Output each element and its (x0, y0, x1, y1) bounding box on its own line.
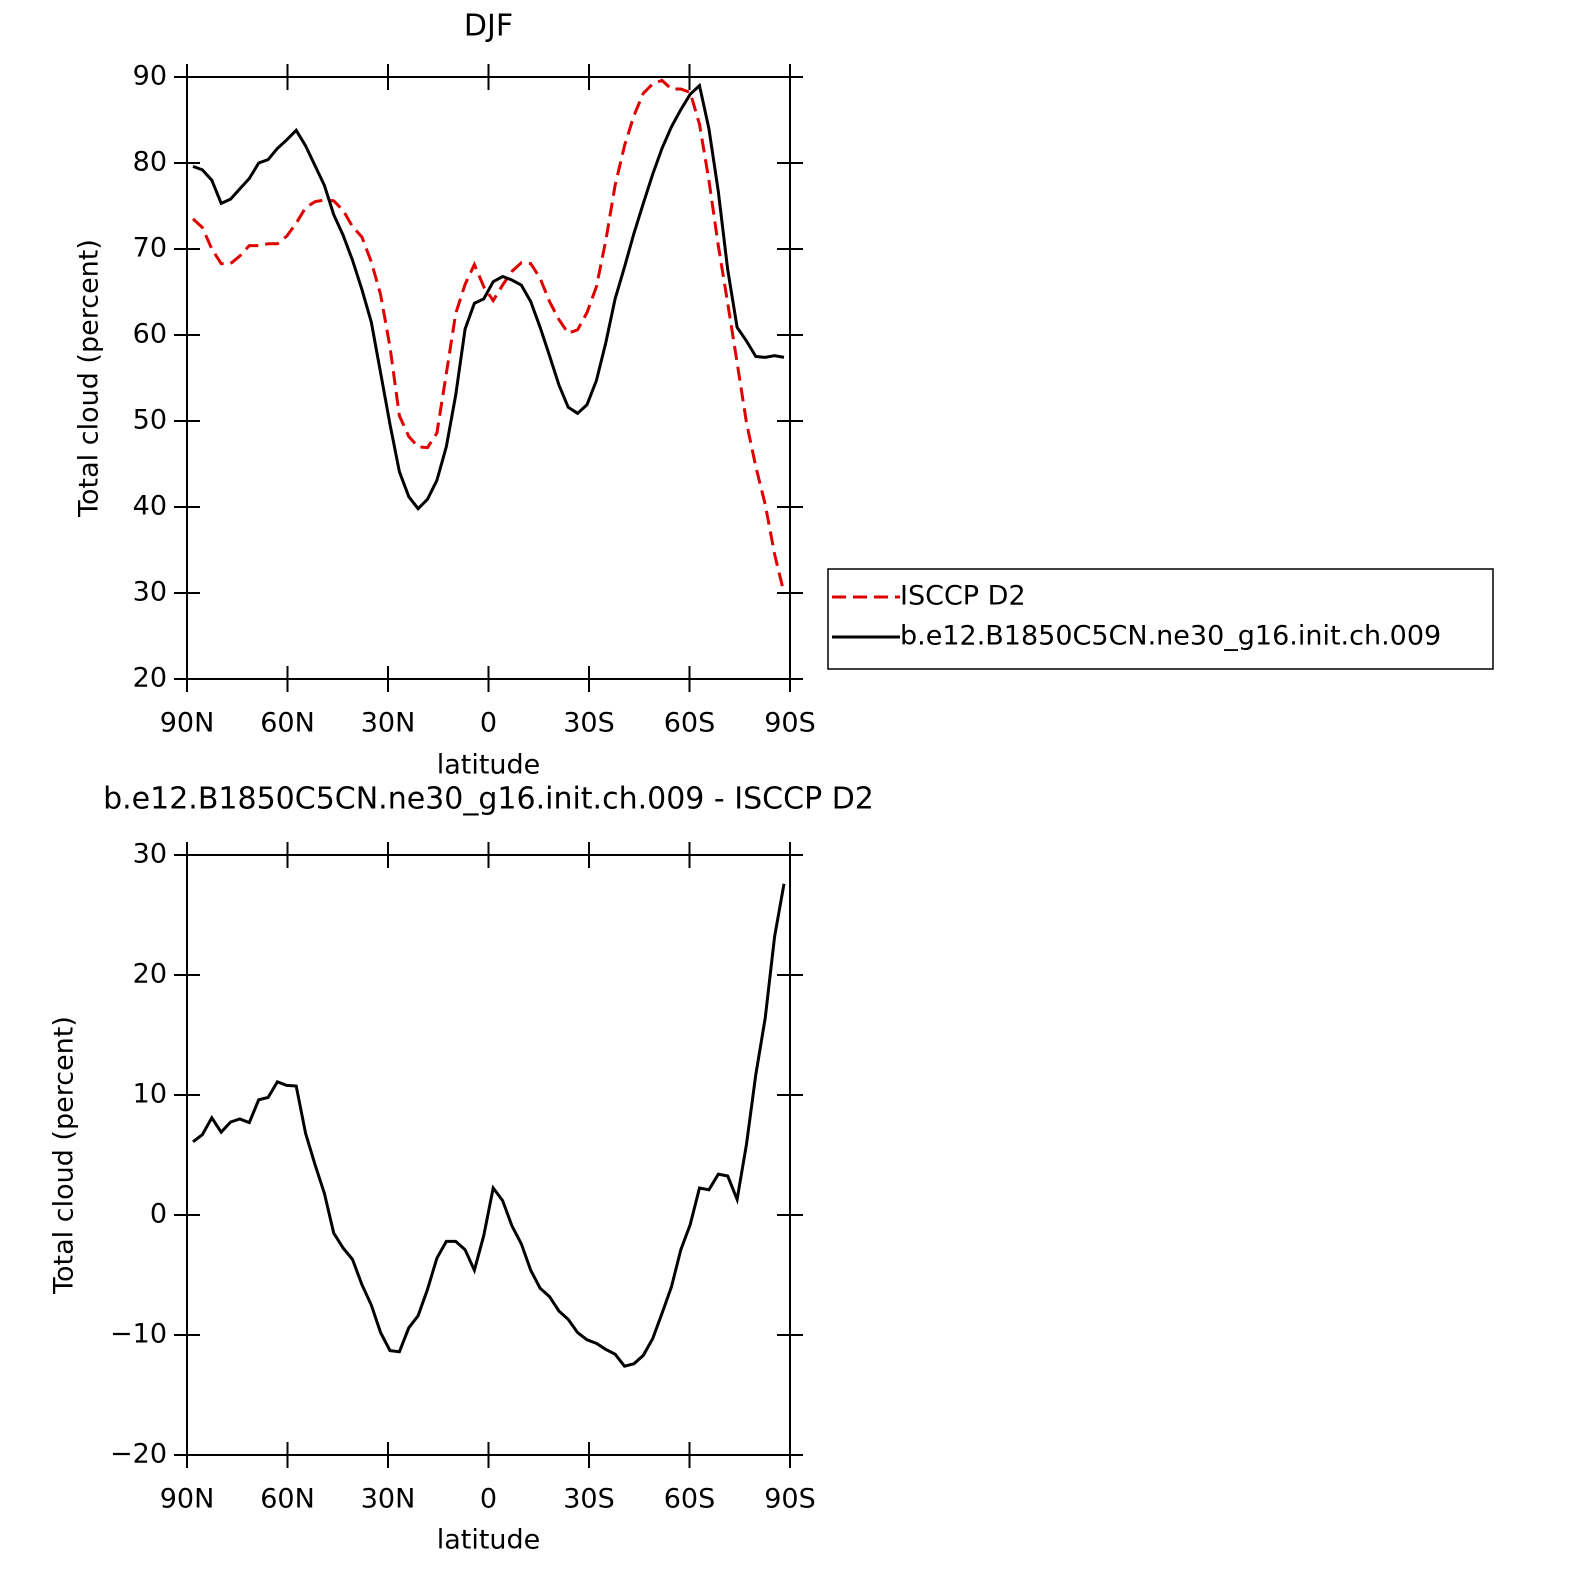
y-tick-label: 0 (150, 1199, 167, 1230)
x-axis-label: latitude (437, 1525, 541, 1556)
x-tick-label: 90S (764, 1484, 816, 1515)
x-tick-label: 90N (160, 708, 215, 739)
y-tick-label: 70 (133, 233, 167, 264)
chart-title: DJF (464, 9, 513, 44)
y-tick-label: 30 (133, 577, 167, 608)
data-line (191, 78, 786, 594)
x-tick-label: 90S (764, 708, 816, 739)
y-axis-label: Total cloud (percent) (49, 1016, 80, 1295)
legend-box (827, 568, 1494, 670)
data-line (192, 883, 786, 1368)
y-tick-label: −10 (110, 1319, 167, 1350)
plot-frame (186, 854, 791, 1456)
x-tick-label: 30S (563, 708, 615, 739)
y-tick-label: 20 (133, 959, 167, 990)
y-tick-label: 80 (133, 147, 167, 178)
y-tick-label: 60 (133, 319, 167, 350)
y-tick-label: 50 (133, 405, 167, 436)
legend-label: b.e12.B1850C5CN.ne30_g16.init.ch.009 (900, 621, 1441, 652)
y-tick-label: 40 (133, 491, 167, 522)
x-axis-label: latitude (437, 750, 541, 781)
x-tick-label: 0 (480, 1484, 497, 1515)
x-tick-label: 60S (664, 1484, 716, 1515)
y-tick-label: 10 (133, 1079, 167, 1110)
x-tick-label: 30N (361, 708, 416, 739)
y-axis-label: Total cloud (percent) (74, 239, 105, 518)
y-tick-label: −20 (110, 1439, 167, 1470)
legend-label: ISCCP D2 (900, 581, 1026, 612)
x-tick-label: 0 (480, 708, 497, 739)
x-tick-label: 60N (260, 708, 315, 739)
data-line (192, 82, 785, 511)
x-tick-label: 60N (260, 1484, 315, 1515)
x-tick-label: 30N (361, 1484, 416, 1515)
y-tick-label: 20 (133, 663, 167, 694)
chart-title: b.e12.B1850C5CN.ne30_g16.init.ch.009 - I… (103, 782, 874, 817)
y-tick-label: 30 (133, 839, 167, 870)
x-tick-label: 90N (160, 1484, 215, 1515)
y-tick-label: 90 (133, 61, 167, 92)
plot-frame (186, 76, 791, 680)
x-tick-label: 30S (563, 1484, 615, 1515)
x-tick-label: 60S (664, 708, 716, 739)
